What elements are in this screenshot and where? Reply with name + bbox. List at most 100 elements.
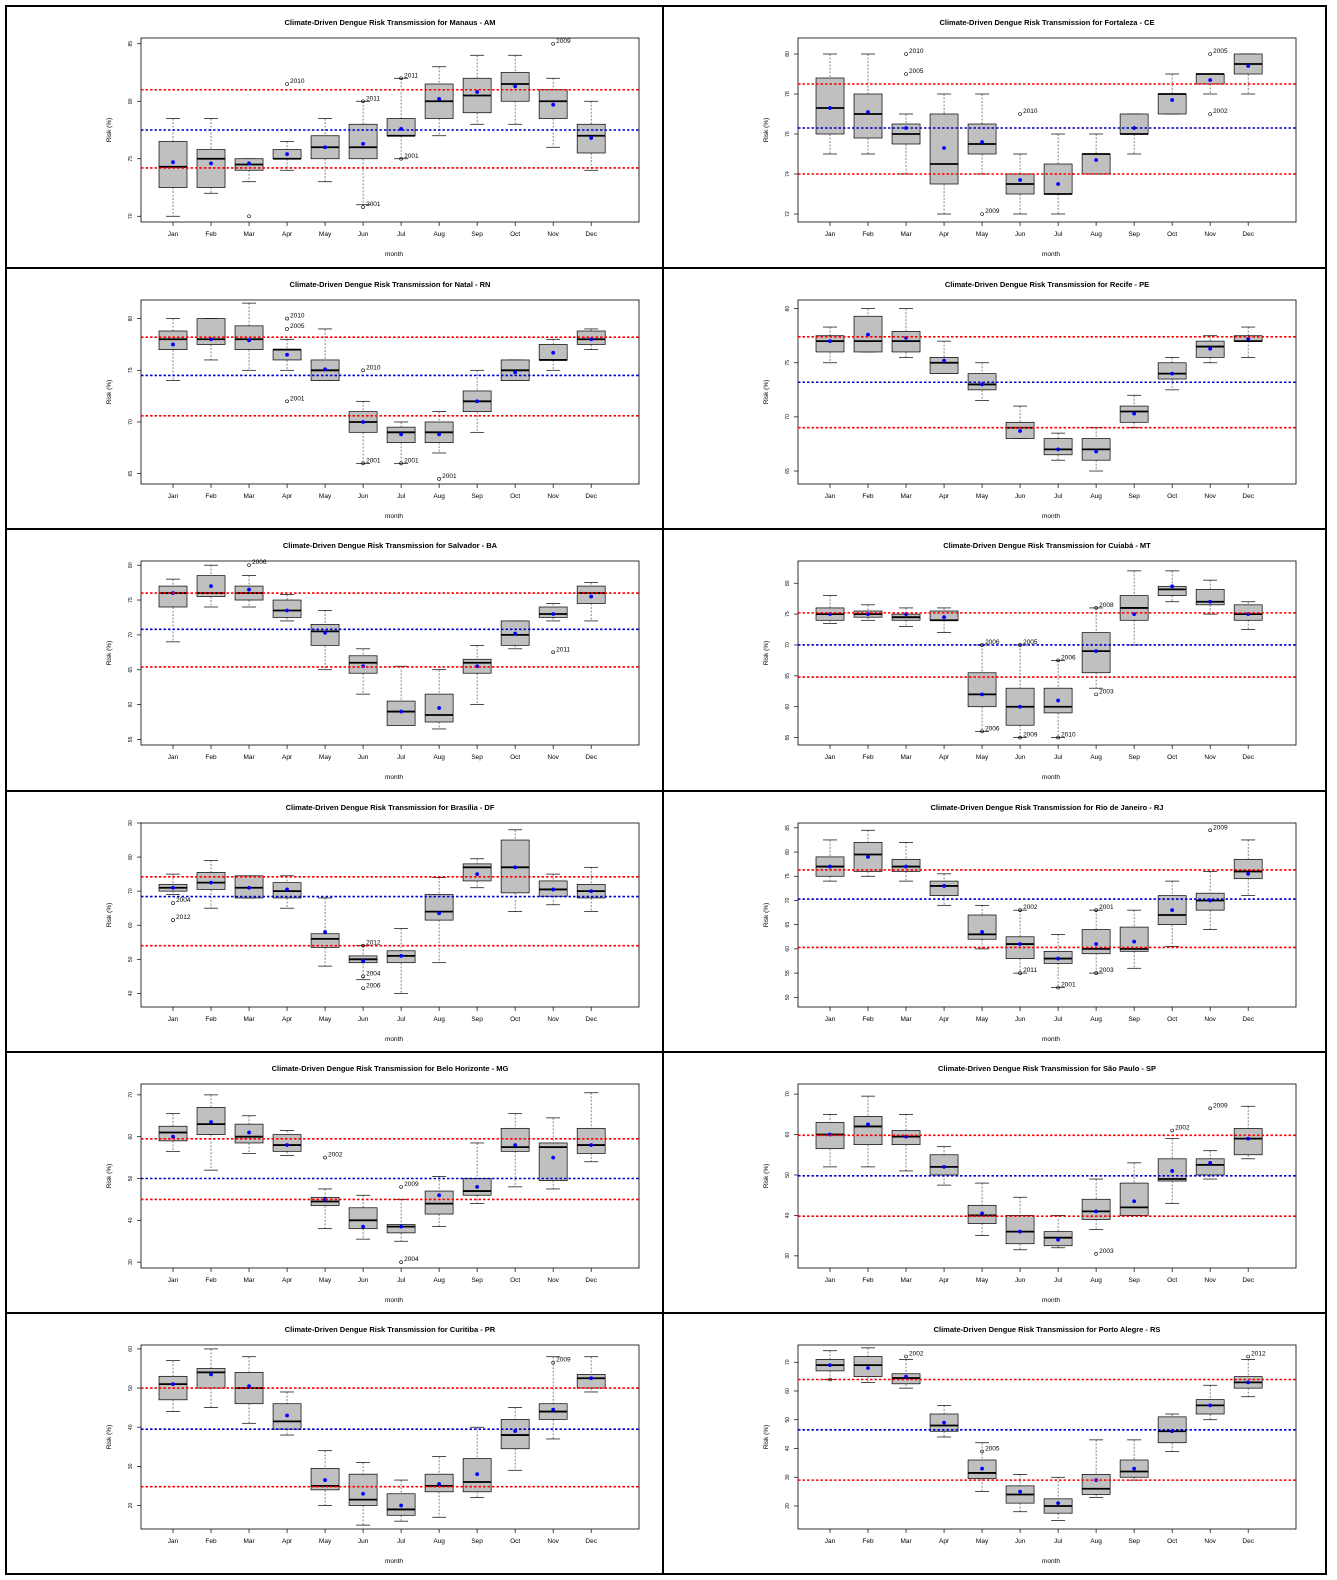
x-tick-label: Jul xyxy=(397,231,406,238)
outlier-year-label: 2005 xyxy=(1213,48,1228,55)
plot-frame xyxy=(797,299,1297,485)
x-tick-label: Jul xyxy=(1054,1538,1063,1545)
boxplot-chart: Climate-Driven Dengue Risk Transmission … xyxy=(106,280,640,520)
chart-title: Climate-Driven Dengue Risk Transmission … xyxy=(283,541,498,550)
chart-title: Climate-Driven Dengue Risk Transmission … xyxy=(285,1325,496,1334)
box-sep xyxy=(1119,909,1149,969)
y-tick-label: 75 xyxy=(128,367,134,373)
x-tick-label: Aug xyxy=(433,493,445,500)
y-tick-label: 65 xyxy=(785,673,791,679)
y-tick-label: 80 xyxy=(128,854,134,860)
box-jun xyxy=(1005,1196,1035,1251)
outlier-point xyxy=(1208,828,1212,833)
mean-point xyxy=(866,1366,870,1370)
mean-point xyxy=(475,90,480,94)
outlier-year-label: 2008 xyxy=(1099,602,1114,609)
chart-title: Climate-Driven Dengue Risk Transmission … xyxy=(939,18,1154,27)
y-tick-label: 30 xyxy=(785,1253,791,1259)
box-jan xyxy=(158,318,188,381)
mean-point xyxy=(285,352,289,357)
outlier-year-label: 2002 xyxy=(1213,108,1228,115)
x-tick-label: Dec xyxy=(1242,1016,1254,1023)
outlier-point xyxy=(361,368,365,373)
mean-point xyxy=(551,1155,556,1160)
mean-point xyxy=(904,864,908,869)
outlier-point xyxy=(399,461,403,466)
outlier-year-label: 2002 xyxy=(909,1351,924,1358)
box-feb xyxy=(196,564,226,608)
outlier-point xyxy=(1056,985,1060,990)
box-apr xyxy=(272,875,302,909)
outlier-year-label: 2009 xyxy=(985,208,1000,215)
x-tick-label: Jan xyxy=(825,1016,836,1023)
outlier-point xyxy=(1208,52,1212,56)
mean-point xyxy=(1094,1209,1099,1214)
outlier-year-label: 2011 xyxy=(404,72,418,79)
x-tick-label: Jun xyxy=(358,1277,369,1284)
x-tick-label: Jan xyxy=(168,754,179,761)
y-tick-label: 20 xyxy=(785,1503,791,1509)
iqr-box xyxy=(1043,687,1073,714)
box-jan xyxy=(158,1113,188,1152)
x-tick-label: Apr xyxy=(282,1277,293,1284)
x-tick-label: Oct xyxy=(1167,1277,1177,1284)
x-tick-label: Oct xyxy=(510,493,520,500)
mean-point xyxy=(1018,1229,1022,1234)
iqr-box xyxy=(1005,1215,1035,1245)
outlier-year-label: 2010 xyxy=(909,48,924,55)
mean-point xyxy=(361,1491,365,1496)
box-sep xyxy=(462,369,492,433)
x-axis-label: month xyxy=(1042,1036,1060,1043)
y-tick-label: 40 xyxy=(128,990,134,996)
x-tick-label: Oct xyxy=(510,1016,520,1023)
mean-point xyxy=(980,1466,984,1471)
mean-point xyxy=(1018,704,1022,709)
mean-point xyxy=(475,1472,480,1477)
box-jan xyxy=(815,595,845,624)
y-tick-label: 50 xyxy=(785,994,791,1000)
x-tick-label: Jan xyxy=(168,231,179,238)
iqr-box xyxy=(1157,362,1187,380)
outlier-year-label: 2001 xyxy=(366,457,381,464)
box-jul xyxy=(1043,660,1073,738)
y-tick-label: 60 xyxy=(785,704,791,710)
x-tick-label: May xyxy=(319,231,332,238)
x-tick-label: Feb xyxy=(862,493,874,500)
x-tick-label: Feb xyxy=(862,1277,874,1284)
outlier-year-label: 2005 xyxy=(909,68,924,75)
x-tick-label: May xyxy=(319,1277,332,1284)
outlier-year-label: 2002 xyxy=(1175,1125,1190,1132)
x-tick-label: Jan xyxy=(168,1538,179,1545)
x-axis-label: month xyxy=(1042,1297,1060,1304)
box-may xyxy=(967,93,997,175)
box-jan xyxy=(815,326,845,364)
box-jul xyxy=(386,1199,416,1242)
mean-point xyxy=(437,432,442,437)
iqr-box xyxy=(424,894,454,921)
mean-point xyxy=(589,1143,594,1147)
x-tick-label: Oct xyxy=(1167,231,1177,238)
mean-point xyxy=(866,1122,870,1127)
x-tick-label: Sep xyxy=(471,231,483,238)
box-mar xyxy=(234,1115,264,1154)
x-tick-label: Jun xyxy=(1015,1277,1026,1284)
x-tick-label: Oct xyxy=(510,754,520,761)
box-oct xyxy=(1157,357,1187,391)
x-tick-label: Nov xyxy=(547,754,559,761)
outlier-point xyxy=(904,72,908,76)
x-tick-label: Aug xyxy=(1090,1016,1102,1023)
box-apr xyxy=(272,338,302,371)
mean-point xyxy=(513,865,518,870)
iqr-box xyxy=(158,330,188,350)
mean-point xyxy=(1246,337,1251,341)
outlier-point xyxy=(1208,112,1212,116)
box-dec xyxy=(576,866,606,912)
outlier-point xyxy=(1170,1128,1174,1133)
box-sep xyxy=(462,1142,492,1204)
x-tick-label: May xyxy=(976,1277,989,1284)
mean-point xyxy=(399,709,404,714)
box-apr xyxy=(272,141,302,171)
x-axis-label: month xyxy=(385,774,403,781)
x-tick-label: May xyxy=(319,754,332,761)
box-apr xyxy=(929,1405,959,1438)
